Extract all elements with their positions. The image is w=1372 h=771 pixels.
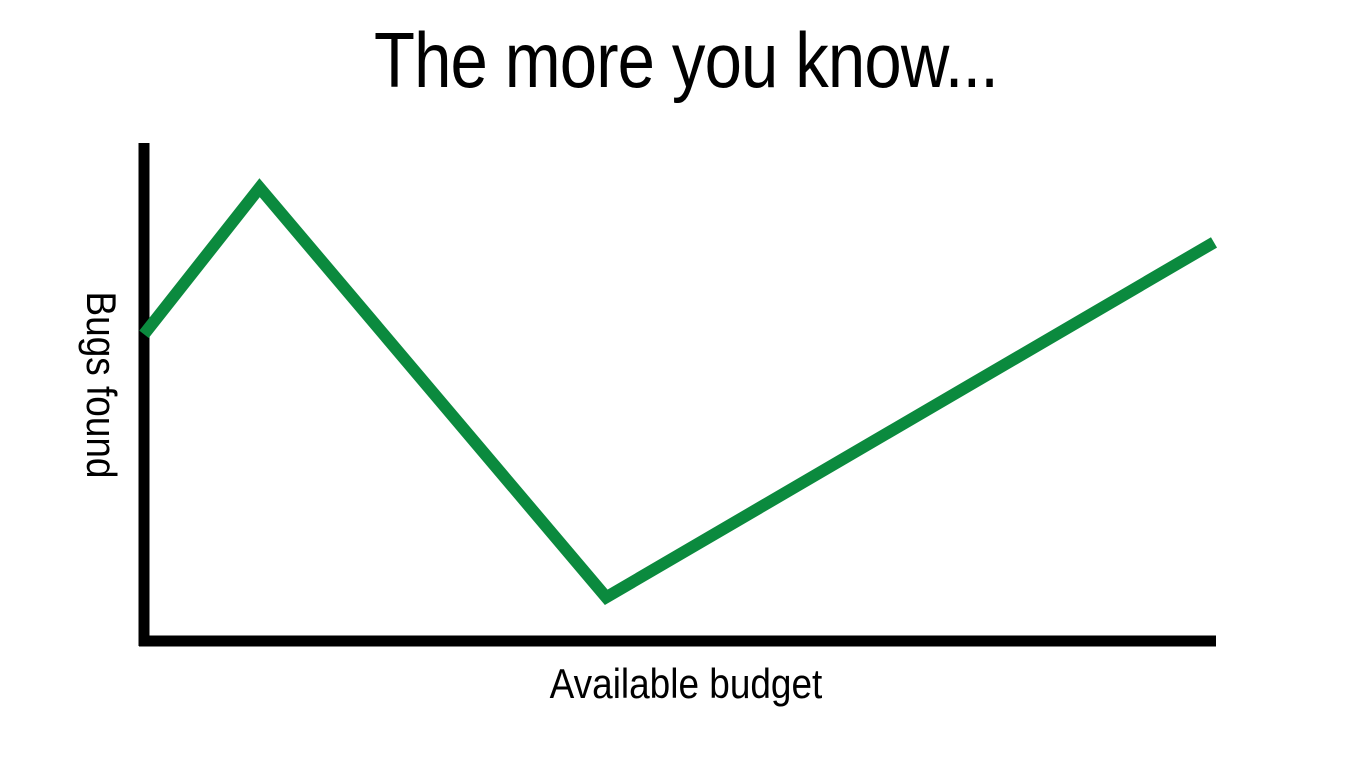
y-axis-label: Bugs found xyxy=(78,291,125,479)
x-axis-label: Available budget xyxy=(549,660,823,707)
chart-title: The more you know... xyxy=(373,16,999,104)
series-line xyxy=(139,178,1218,606)
